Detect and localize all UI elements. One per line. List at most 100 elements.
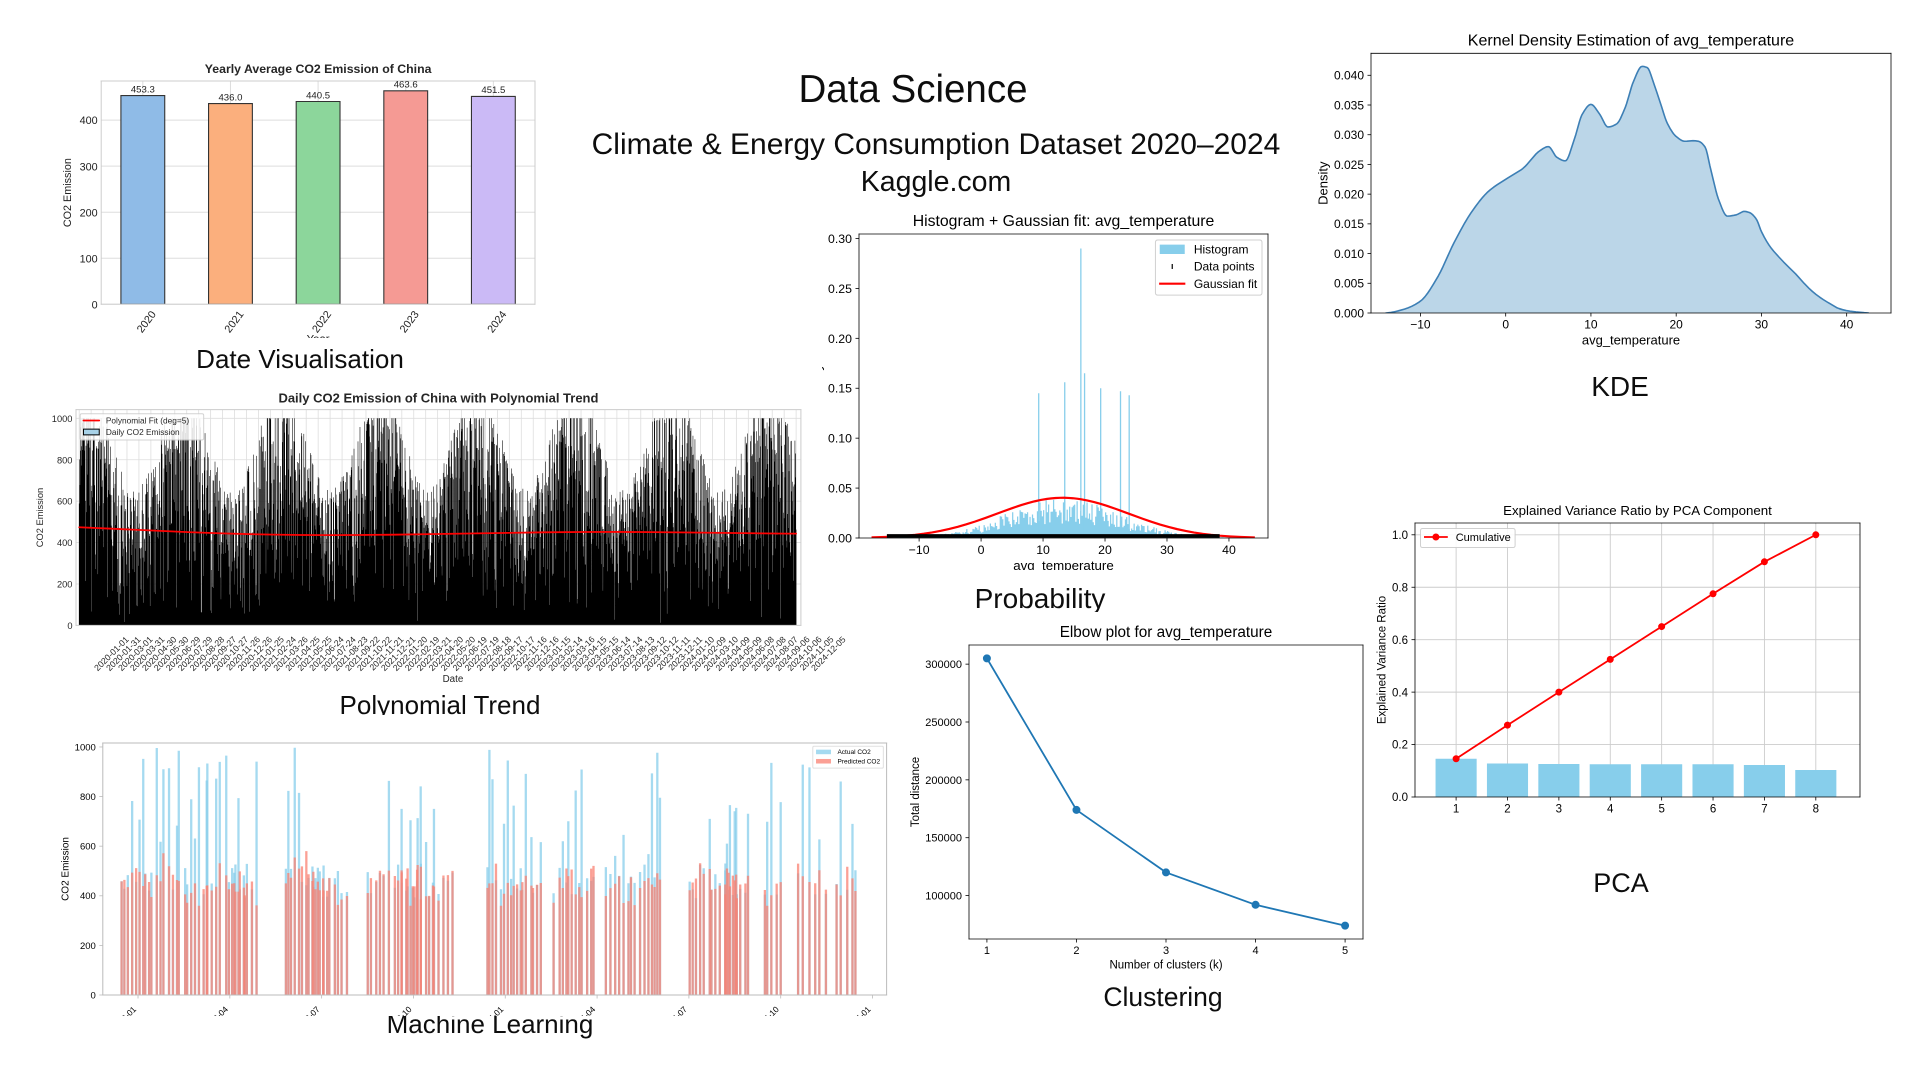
svg-text:Polynomial Fit (deg=5): Polynomial Fit (deg=5) — [106, 415, 189, 425]
svg-text:30: 30 — [1755, 318, 1769, 332]
svg-text:30: 30 — [1160, 543, 1174, 557]
svg-text:Yearly Average CO2 Emission of: Yearly Average CO2 Emission of China — [205, 62, 432, 76]
svg-text:451.5: 451.5 — [481, 85, 505, 96]
svg-text:1000: 1000 — [75, 742, 96, 753]
svg-text:Explained Variance Ratio by PC: Explained Variance Ratio by PCA Componen… — [1503, 503, 1772, 518]
svg-text:0.2: 0.2 — [1392, 740, 1408, 752]
svg-text:0.4: 0.4 — [1392, 687, 1409, 699]
svg-text:453.3: 453.3 — [131, 84, 155, 95]
svg-text:200000: 200000 — [925, 775, 962, 787]
svg-text:Number of clusters (k): Number of clusters (k) — [1109, 960, 1222, 972]
svg-text:Data points: Data points — [1194, 260, 1255, 274]
svg-text:0.040: 0.040 — [1334, 69, 1364, 83]
svg-text:Date: Date — [443, 674, 464, 685]
svg-text:1.0: 1.0 — [1392, 530, 1408, 542]
svg-text:CO2 Emission: CO2 Emission — [61, 837, 72, 901]
svg-text:0.005: 0.005 — [1334, 277, 1364, 291]
svg-text:0.00: 0.00 — [828, 531, 852, 545]
svg-text:10: 10 — [1036, 543, 1050, 557]
svg-text:5: 5 — [1342, 945, 1348, 957]
svg-text:5: 5 — [1658, 803, 1664, 815]
svg-text:300000: 300000 — [925, 659, 962, 671]
svg-text:40: 40 — [1840, 318, 1854, 332]
svg-text:400: 400 — [80, 891, 96, 902]
svg-text:2: 2 — [1504, 803, 1510, 815]
svg-text:Actual CO2: Actual CO2 — [837, 749, 871, 756]
svg-text:PCA Component: PCA Component — [1593, 816, 1683, 818]
svg-text:463.6: 463.6 — [394, 80, 418, 91]
svg-text:3: 3 — [1163, 945, 1169, 957]
svg-text:0.05: 0.05 — [828, 482, 852, 496]
svg-text:CO2 Emission: CO2 Emission — [35, 488, 45, 547]
svg-text:−10: −10 — [909, 543, 930, 557]
svg-text:200: 200 — [80, 941, 96, 952]
svg-text:Gaussian fit: Gaussian fit — [1194, 277, 1258, 291]
svg-text:Density: Density — [1315, 161, 1330, 205]
svg-text:Predicted CO2: Predicted CO2 — [837, 759, 880, 766]
svg-text:0.000: 0.000 — [1334, 306, 1364, 320]
svg-text:150000: 150000 — [925, 833, 962, 845]
svg-text:4: 4 — [1607, 803, 1614, 815]
svg-text:avg_temperature: avg_temperature — [1013, 558, 1114, 570]
svg-text:6: 6 — [1710, 803, 1716, 815]
svg-text:avg_temperature: avg_temperature — [1582, 333, 1680, 348]
svg-text:Kernel Density Estimation of a: Kernel Density Estimation of avg_tempera… — [1468, 32, 1794, 49]
svg-text:436.0: 436.0 — [218, 92, 242, 103]
svg-text:Cumulative: Cumulative — [1456, 532, 1511, 544]
svg-text:0: 0 — [67, 621, 72, 631]
svg-text:20: 20 — [1670, 318, 1684, 332]
svg-text:1: 1 — [1453, 803, 1459, 815]
svg-text:0: 0 — [92, 299, 98, 311]
svg-text:0.0: 0.0 — [1392, 792, 1408, 804]
svg-text:Histogram + Gaussian fit: avg_: Histogram + Gaussian fit: avg_temperatur… — [913, 213, 1215, 230]
svg-text:CO2 Emission: CO2 Emission — [62, 158, 74, 227]
svg-text:1: 1 — [984, 945, 990, 957]
svg-text:Histogram: Histogram — [1194, 242, 1249, 256]
svg-text:600: 600 — [80, 842, 96, 853]
svg-text:0.035: 0.035 — [1334, 98, 1364, 112]
svg-text:2: 2 — [1073, 945, 1079, 957]
svg-text:8: 8 — [1813, 803, 1819, 815]
svg-text:0.10: 0.10 — [828, 432, 852, 446]
svg-text:600: 600 — [57, 497, 73, 507]
svg-text:250000: 250000 — [925, 717, 962, 729]
svg-text:3: 3 — [1556, 803, 1562, 815]
svg-text:0.025: 0.025 — [1334, 158, 1364, 172]
svg-text:300: 300 — [80, 161, 98, 173]
svg-text:800: 800 — [57, 455, 73, 465]
svg-text:800: 800 — [80, 792, 96, 803]
svg-text:0: 0 — [91, 990, 96, 1001]
svg-text:0.30: 0.30 — [828, 232, 852, 246]
svg-text:400: 400 — [80, 115, 98, 127]
svg-text:100000: 100000 — [925, 891, 962, 903]
svg-text:7: 7 — [1761, 803, 1767, 815]
svg-text:1000: 1000 — [52, 414, 73, 424]
svg-text:0.030: 0.030 — [1334, 128, 1364, 142]
svg-text:0.010: 0.010 — [1334, 247, 1364, 261]
svg-text:100: 100 — [80, 253, 98, 265]
svg-text:20: 20 — [1098, 543, 1112, 557]
svg-text:0: 0 — [978, 543, 985, 557]
svg-text:0.015: 0.015 — [1334, 217, 1364, 231]
svg-text:200: 200 — [80, 207, 98, 219]
svg-text:4: 4 — [1252, 945, 1258, 957]
svg-text:0.8: 0.8 — [1392, 582, 1408, 594]
svg-text:Explained Variance Ratio: Explained Variance Ratio — [1377, 596, 1389, 724]
svg-text:−10: −10 — [1410, 318, 1431, 332]
svg-text:0.15: 0.15 — [828, 382, 852, 396]
svg-text:40: 40 — [1222, 543, 1236, 557]
svg-text:0.25: 0.25 — [828, 282, 852, 296]
svg-text:Daily CO2 Emission of China wi: Daily CO2 Emission of China with Polynom… — [278, 393, 598, 406]
svg-text:0.20: 0.20 — [828, 332, 852, 346]
svg-text:440.5: 440.5 — [306, 90, 330, 101]
svg-text:0: 0 — [1502, 318, 1509, 332]
svg-text:0.020: 0.020 — [1334, 187, 1364, 201]
svg-text:Daily CO2 Emission: Daily CO2 Emission — [106, 427, 180, 437]
svg-text:400: 400 — [57, 538, 73, 548]
svg-text:10: 10 — [1584, 318, 1598, 332]
svg-text:Density: Density — [822, 363, 824, 408]
svg-text:0.6: 0.6 — [1392, 635, 1408, 647]
svg-text:200: 200 — [57, 580, 73, 590]
svg-text:Total distance: Total distance — [910, 757, 922, 827]
svg-text:Elbow plot for avg_temperature: Elbow plot for avg_temperature — [1060, 624, 1273, 641]
